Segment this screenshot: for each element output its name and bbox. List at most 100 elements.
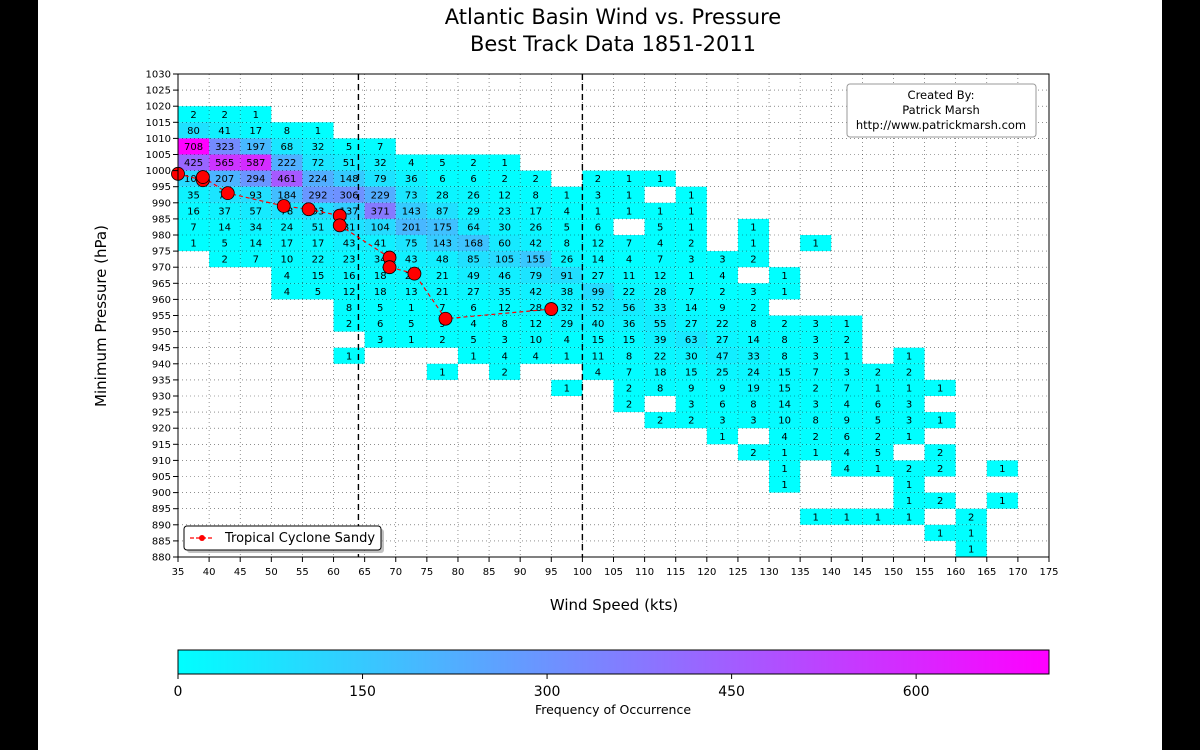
heatmap-cell — [426, 235, 458, 252]
x-tick-label: 85 — [483, 567, 496, 578]
cell-count-label: 1 — [813, 512, 819, 523]
cell-count-label: 292 — [308, 190, 327, 201]
cell-count-label: 57 — [249, 206, 262, 217]
heatmap-cell — [333, 170, 365, 187]
cell-count-label: 229 — [371, 190, 390, 201]
cell-count-label: 43 — [405, 255, 418, 266]
cell-count-label: 37 — [218, 206, 231, 217]
cell-count-label: 63 — [685, 335, 698, 346]
cell-count-label: 8 — [533, 190, 539, 201]
heatmap-cell — [489, 315, 521, 332]
x-tick-label: 50 — [265, 567, 278, 578]
colorbar-tick-label: 0 — [174, 684, 183, 700]
y-tick-label: 1010 — [146, 134, 171, 145]
heatmap-cell — [706, 379, 738, 396]
heatmap-cell — [395, 315, 427, 332]
heatmap-cell — [924, 524, 956, 541]
cell-count-label: 1 — [875, 464, 881, 475]
heatmap-cell — [613, 347, 645, 364]
cell-count-label: 93 — [249, 190, 262, 201]
heatmap-cell — [209, 138, 241, 155]
cell-count-label: 27 — [467, 287, 480, 298]
x-tick-label: 145 — [853, 567, 872, 578]
cell-count-label: 8 — [657, 383, 663, 394]
y-tick-label: 890 — [152, 520, 171, 531]
heatmap-cell — [831, 396, 863, 413]
heatmap-cell — [457, 267, 490, 284]
heatmap-cell — [551, 315, 583, 332]
colorbar-ticks: 0 150 300 450 600 — [174, 674, 930, 700]
heatmap-cell — [862, 363, 894, 380]
heatmap-cell — [675, 251, 707, 268]
y-tick-label: 985 — [152, 214, 171, 225]
heatmap-cell — [706, 428, 738, 445]
heatmap-cell — [831, 412, 863, 429]
cell-count-label: 323 — [215, 142, 234, 153]
heatmap-cell — [800, 428, 832, 445]
cell-count-label: 14 — [218, 222, 231, 233]
heatmap-cell — [706, 315, 738, 332]
heatmap-cell — [489, 154, 521, 171]
cell-count-label: 587 — [246, 158, 265, 169]
heatmap-cell — [240, 186, 272, 203]
cell-count-label: 40 — [592, 319, 605, 330]
y-tick-label: 1025 — [146, 86, 171, 97]
heatmap-cell — [675, 363, 707, 380]
cell-count-label: 25 — [716, 367, 729, 378]
heatmap-cell — [457, 154, 490, 171]
heatmap-cell — [582, 267, 614, 284]
heatmap-cell — [178, 122, 210, 139]
heatmap-cell — [955, 524, 987, 541]
x-tick-label: 80 — [452, 567, 465, 578]
cell-count-label: 1 — [564, 383, 570, 394]
heatmap-cell — [457, 202, 490, 219]
cell-count-label: 12 — [343, 287, 356, 298]
colorbar-tick-label: 150 — [349, 684, 376, 700]
cell-count-label: 15 — [592, 335, 605, 346]
heatmap-cell — [613, 251, 645, 268]
heatmap-cell — [240, 218, 272, 235]
cell-count-label: 6 — [470, 174, 476, 185]
heatmap-cell — [769, 379, 801, 396]
heatmap-cell — [582, 331, 614, 348]
cell-count-label: 1 — [626, 174, 632, 185]
y-tick-label: 895 — [152, 504, 171, 515]
x-tick-label: 115 — [666, 567, 685, 578]
heatmap-cell — [613, 202, 645, 219]
cell-count-label: 1 — [844, 512, 850, 523]
cell-count-label: 16 — [343, 271, 356, 282]
cell-count-label: 4 — [657, 239, 663, 250]
heatmap-cell — [240, 106, 272, 123]
heatmap-cell — [426, 299, 458, 316]
heatmap-cell — [520, 267, 552, 284]
heatmap-cell — [426, 251, 458, 268]
cell-count-label: 75 — [405, 239, 418, 250]
heatmap-cell — [209, 218, 241, 235]
heatmap-cell — [675, 396, 707, 413]
heatmap-cell — [426, 170, 458, 187]
cell-count-label: 5 — [346, 142, 352, 153]
cell-count-label: 1 — [470, 351, 476, 362]
heatmap-cell — [831, 347, 863, 364]
cell-count-label: 2 — [595, 174, 601, 185]
cell-count-label: 1 — [875, 383, 881, 394]
heatmap-cell — [333, 138, 365, 155]
heatmap-cell — [457, 218, 490, 235]
heatmap-cell — [706, 396, 738, 413]
cell-count-label: 4 — [626, 255, 632, 266]
cell-count-label: 22 — [654, 351, 667, 362]
heatmap-cell — [800, 412, 832, 429]
heatmap-cell — [737, 347, 770, 364]
x-tick-label: 75 — [420, 567, 433, 578]
heatmap-cell — [769, 428, 801, 445]
heatmap-cell — [271, 170, 303, 187]
chart-svg: Atlantic Basin Wind vs. Pressure Best Tr… — [92, 5, 1059, 717]
cell-count-label: 1 — [968, 528, 974, 539]
cell-count-label: 3 — [906, 400, 912, 411]
cell-count-label: 27 — [716, 335, 729, 346]
heatmap-cell — [240, 202, 272, 219]
heatmap-cell — [769, 315, 801, 332]
heatmap-cell — [737, 218, 770, 235]
heatmap-cell — [644, 299, 676, 316]
cell-count-label: 87 — [436, 206, 449, 217]
